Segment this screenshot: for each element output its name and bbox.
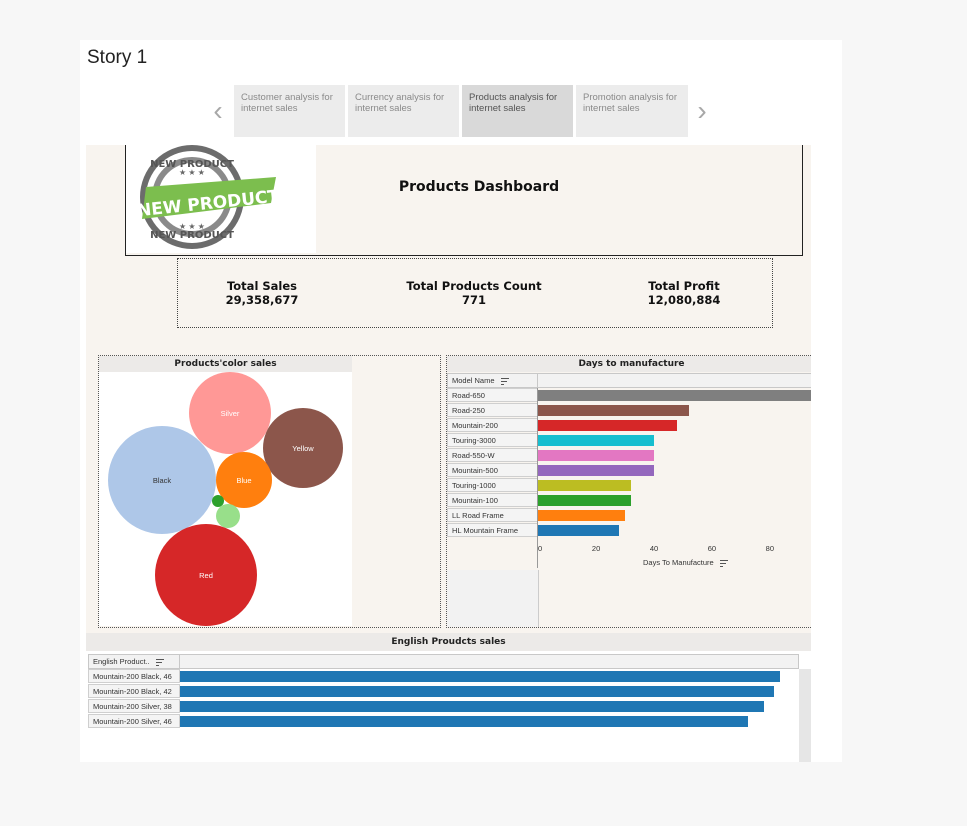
english-product-row-label[interactable]: Mountain-200 Silver, 38: [88, 699, 180, 713]
kpi-label: Total Products Count: [406, 279, 542, 293]
manufacture-bar[interactable]: [538, 510, 625, 521]
kpi-total-sales: Total Sales 29,358,677: [202, 279, 322, 307]
english-product-header[interactable]: English Product..: [88, 654, 180, 669]
kpi-value: 771: [461, 293, 486, 307]
english-product-row-label[interactable]: Mountain-200 Black, 42: [88, 684, 180, 698]
bubble-blue[interactable]: Blue: [216, 452, 272, 508]
kpi-label: Total Profit: [648, 279, 720, 293]
english-sales-bar[interactable]: [180, 671, 780, 682]
manufacture-bar[interactable]: [538, 495, 631, 506]
bubble-green[interactable]: [212, 495, 224, 507]
manufacture-bar[interactable]: [538, 525, 620, 536]
bubble-label: Yellow: [292, 443, 314, 453]
bubble-light-green[interactable]: [216, 504, 240, 528]
manufacture-bar[interactable]: [538, 420, 677, 431]
sort-icon[interactable]: [719, 559, 728, 567]
english-sales-bar[interactable]: [180, 686, 774, 697]
tab-currency-analysis[interactable]: Currency analysis for internet sales: [348, 85, 459, 137]
manufacture-title: Days to manufacture: [447, 356, 811, 372]
bubble-chart: Silver Yellow Black Blue Red: [99, 372, 352, 626]
row-header-filler: [447, 570, 539, 627]
header-label: English Product..: [93, 657, 150, 666]
chart-header-area: [537, 373, 811, 388]
x-tick-label: 20: [591, 544, 601, 553]
dashboard: NEW PRODUCT NEW PRODUCT ★ ★ ★ ★ ★ ★ NEW …: [86, 145, 811, 762]
model-row-label[interactable]: Road-550-W: [447, 448, 538, 462]
manufacture-bar[interactable]: [538, 390, 811, 401]
english-sales-title: English Proudcts sales: [86, 633, 811, 651]
bubble-label: Black: [152, 475, 172, 485]
model-row-label[interactable]: Touring-1000: [447, 478, 538, 492]
bubble-silver[interactable]: Silver: [189, 372, 271, 454]
model-row-label[interactable]: Mountain-500: [447, 463, 538, 477]
svg-text:★ ★ ★: ★ ★ ★: [179, 168, 205, 177]
kpi-label: Total Sales: [226, 279, 298, 293]
bubble-label: Silver: [220, 408, 240, 418]
model-row-label[interactable]: Road-650: [447, 388, 538, 402]
manufacture-bar[interactable]: [538, 480, 631, 491]
header-label: Model Name: [452, 376, 495, 385]
model-name-header[interactable]: Model Name: [447, 373, 538, 388]
x-tick-label: 0: [538, 544, 543, 553]
bubble-label: Red: [199, 570, 213, 580]
english-sales-panel: English Proudcts sales English Product..…: [86, 633, 811, 762]
english-product-row-label[interactable]: Mountain-200 Silver, 46: [88, 714, 180, 728]
dashboard-header: NEW PRODUCT NEW PRODUCT ★ ★ ★ ★ ★ ★ NEW …: [125, 145, 803, 256]
model-row-label[interactable]: Mountain-200: [447, 418, 538, 432]
kpi-total-products-count: Total Products Count 771: [396, 279, 552, 307]
x-tick-label: 40: [649, 544, 659, 553]
tab-customer-analysis[interactable]: Customer analysis for internet sales: [234, 85, 345, 137]
svg-text:★ ★ ★: ★ ★ ★: [179, 222, 205, 231]
color-sales-title: Products'color sales: [99, 356, 352, 372]
model-row-label[interactable]: Touring-3000: [447, 433, 538, 447]
new-product-logo: NEW PRODUCT NEW PRODUCT ★ ★ ★ ★ ★ ★ NEW …: [126, 145, 316, 253]
story-container: Story 1 ‹ Customer analysis for internet…: [80, 40, 842, 762]
bubble-label: Blue: [236, 475, 252, 485]
tab-promotion-analysis[interactable]: Promotion analysis for internet sales: [576, 85, 688, 137]
manufacture-bar[interactable]: [538, 435, 654, 446]
model-row-label[interactable]: LL Road Frame: [447, 508, 538, 522]
color-sales-panel: Products'color sales Silver Yellow Black…: [98, 355, 441, 628]
english-chart-header-area: [179, 654, 799, 669]
dashboard-title: Products Dashboard: [398, 179, 560, 195]
english-sales-bar[interactable]: [180, 716, 748, 727]
chart-axis-line: [537, 388, 538, 568]
vertical-scrollbar[interactable]: [799, 669, 811, 762]
bubble-black[interactable]: Black: [108, 426, 216, 534]
manufacture-bar[interactable]: [538, 465, 654, 476]
story-title: Story 1: [87, 47, 148, 68]
kpi-value: 12,080,884: [647, 293, 721, 307]
manufacture-bar[interactable]: [538, 450, 654, 461]
chevron-left-icon[interactable]: ‹: [213, 95, 223, 126]
manufacture-bar[interactable]: [538, 405, 689, 416]
logo-top-text: NEW PRODUCT: [150, 159, 234, 170]
sort-icon[interactable]: [155, 658, 164, 666]
x-axis-label: Days To Manufacture: [643, 558, 728, 567]
kpi-total-profit: Total Profit 12,080,884: [624, 279, 744, 307]
logo-bottom-text: NEW PRODUCT: [150, 230, 234, 241]
chevron-right-icon[interactable]: ›: [697, 95, 707, 126]
model-row-label[interactable]: Mountain-100: [447, 493, 538, 507]
model-row-label[interactable]: HL Mountain Frame: [447, 523, 538, 537]
x-tick-label: 80: [765, 544, 774, 553]
model-row-label[interactable]: Road-250: [447, 403, 538, 417]
english-sales-bar[interactable]: [180, 701, 765, 712]
bubble-red[interactable]: Red: [155, 524, 257, 626]
kpi-summary: Total Sales 29,358,677 Total Products Co…: [177, 258, 773, 328]
x-axis-label-text: Days To Manufacture: [643, 558, 714, 567]
days-to-manufacture-panel: Days to manufacture Model Name Road-650 R…: [446, 355, 811, 628]
kpi-value: 29,358,677: [225, 293, 299, 307]
english-product-row-label[interactable]: Mountain-200 Black, 46: [88, 669, 180, 683]
bubble-yellow[interactable]: Yellow: [263, 408, 343, 488]
x-tick-label: 60: [707, 544, 717, 553]
tab-products-analysis[interactable]: Products analysis for internet sales: [462, 85, 573, 137]
sort-icon[interactable]: [500, 377, 509, 385]
